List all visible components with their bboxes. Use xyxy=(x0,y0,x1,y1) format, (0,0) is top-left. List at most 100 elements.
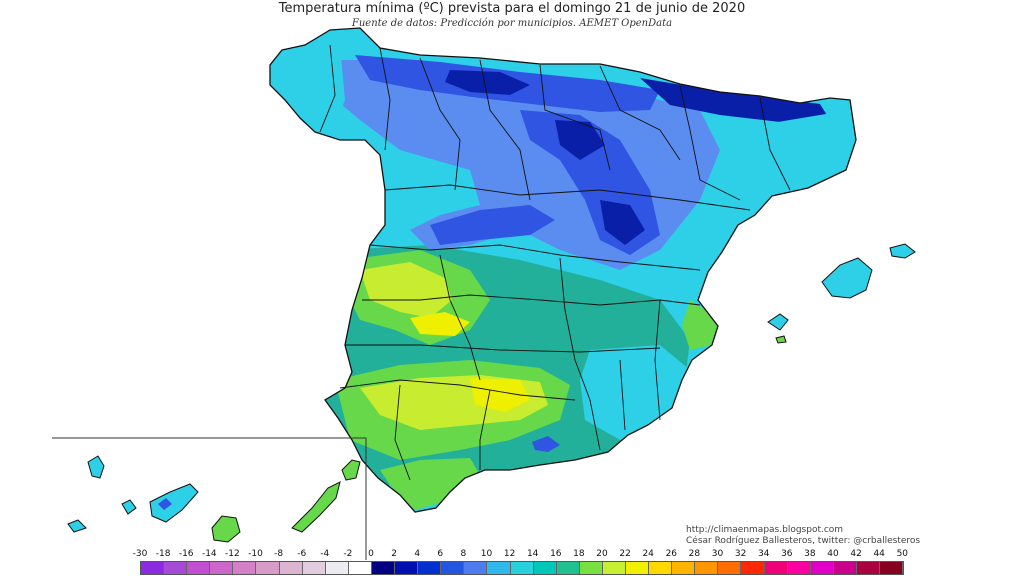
legend-label: -8 xyxy=(274,549,284,559)
legend-label: 28 xyxy=(688,549,701,559)
island-la-palma xyxy=(87,455,105,479)
island-lanzarote xyxy=(341,459,361,481)
legend-label: 22 xyxy=(619,549,631,559)
zone-darkblue-pyrenees xyxy=(640,78,830,122)
legend-swatch xyxy=(810,562,834,574)
legend-swatch xyxy=(695,562,719,574)
legend-color-bar xyxy=(140,561,905,575)
legend-label: 18 xyxy=(573,549,585,559)
legend-label: -18 xyxy=(155,549,171,559)
legend-label: 4 xyxy=(414,549,421,559)
zone-yellow-tajo xyxy=(410,312,470,336)
legend-label: 32 xyxy=(734,549,747,559)
legend-swatch xyxy=(187,562,211,574)
legend-label: 44 xyxy=(873,549,885,559)
credit-url: http://climaenmapas.blogspot.com xyxy=(686,525,844,535)
legend-swatch xyxy=(625,562,650,574)
island-el-hierro xyxy=(67,519,87,533)
legend-swatch xyxy=(533,562,557,574)
zone-darkblue-burgos xyxy=(555,120,605,160)
legend-swatch xyxy=(510,562,534,574)
legend-swatch xyxy=(395,562,419,574)
legend-label: 12 xyxy=(503,549,516,559)
legend-swatch xyxy=(579,562,603,574)
legend-label: -6 xyxy=(297,549,307,559)
island-formentera xyxy=(775,335,787,344)
legend-label: 42 xyxy=(850,549,862,559)
legend-swatch xyxy=(880,562,904,574)
legend-swatch xyxy=(487,562,511,574)
legend-swatch xyxy=(256,562,280,574)
legend-swatch xyxy=(418,562,442,574)
zone-cyan-galicia xyxy=(270,45,345,135)
map-subtitle: Fuente de datos: Predicción por municipi… xyxy=(351,18,673,29)
credit-author: César Rodríguez Ballesteros, twitter: @c… xyxy=(686,536,921,546)
legend-swatch xyxy=(833,562,857,574)
legend-label: 34 xyxy=(757,549,770,559)
zone-cyan-catalonia xyxy=(745,110,856,195)
island-tenerife xyxy=(149,483,199,523)
zone-blue-sierra-nevada xyxy=(532,436,560,452)
legend-label: -30 xyxy=(132,549,148,559)
legend-label: 10 xyxy=(480,549,493,559)
legend-swatch xyxy=(141,562,165,574)
legend-label: 30 xyxy=(711,549,724,559)
legend-swatch xyxy=(672,562,696,574)
legend-swatch xyxy=(302,562,326,574)
island-menorca xyxy=(889,243,916,259)
zone-blue-central xyxy=(430,205,555,245)
zone-yellow-core xyxy=(470,378,530,412)
legend-swatch xyxy=(764,562,788,574)
island-la-gomera xyxy=(121,499,137,515)
balearic-islands xyxy=(767,243,916,344)
legend-label: -2 xyxy=(343,549,353,559)
zone-darkblue-cantabrica xyxy=(445,70,530,95)
province-borders xyxy=(319,44,791,481)
legend-swatch xyxy=(210,562,234,574)
legend-label: 50 xyxy=(896,549,909,559)
legend-swatch xyxy=(279,562,303,574)
zone-green-levante xyxy=(682,300,720,350)
legend-swatch xyxy=(649,562,673,574)
legend-swatch xyxy=(718,562,742,574)
zone-darkblue-soria xyxy=(600,200,645,245)
legend-label: -16 xyxy=(178,549,194,559)
legend-label: 6 xyxy=(437,549,444,559)
legend-label: -14 xyxy=(201,549,217,559)
zone-cyan-southeast xyxy=(580,345,690,440)
legend-label: 20 xyxy=(596,549,608,559)
inset-frame xyxy=(52,437,367,560)
legend-swatch xyxy=(787,562,811,574)
legend-label: -12 xyxy=(225,549,240,559)
island-gran-canaria xyxy=(211,515,241,543)
legend-swatch xyxy=(741,562,765,574)
island-mallorca xyxy=(821,257,873,299)
island-ibiza xyxy=(767,313,789,331)
legend-label: 40 xyxy=(827,549,839,559)
legend-label: 36 xyxy=(781,549,793,559)
legend-swatch xyxy=(556,562,580,574)
legend-label: 26 xyxy=(665,549,678,559)
peninsula-coastline xyxy=(269,27,857,513)
island-tenerife-peak xyxy=(158,498,172,510)
island-fuerteventura xyxy=(291,481,341,533)
legend-swatch xyxy=(371,562,396,574)
legend-swatch xyxy=(164,562,188,574)
legend-swatch xyxy=(856,562,880,574)
zone-green-coast xyxy=(380,458,480,510)
zone-yellow-extremadura xyxy=(360,262,452,318)
legend-labels: -30 -18 -16 -14 -12 -10 -8 -6 -4 -2 0 2 4 6 8 10 12 14 16 1… xyxy=(128,549,952,560)
legend-swatch xyxy=(348,562,372,574)
legend-swatch xyxy=(602,562,626,574)
legend-swatch xyxy=(325,562,349,574)
legend-label: 38 xyxy=(804,549,816,559)
legend-label: 8 xyxy=(460,549,467,559)
legend-label: 16 xyxy=(550,549,562,559)
legend-label: 2 xyxy=(391,549,397,559)
legend-swatch xyxy=(233,562,257,574)
map-title: Temperatura mínima (ºC) prevista para el… xyxy=(278,1,746,16)
legend-label: -10 xyxy=(248,549,263,559)
legend-label: -4 xyxy=(320,549,330,559)
legend-label: 14 xyxy=(526,549,539,559)
